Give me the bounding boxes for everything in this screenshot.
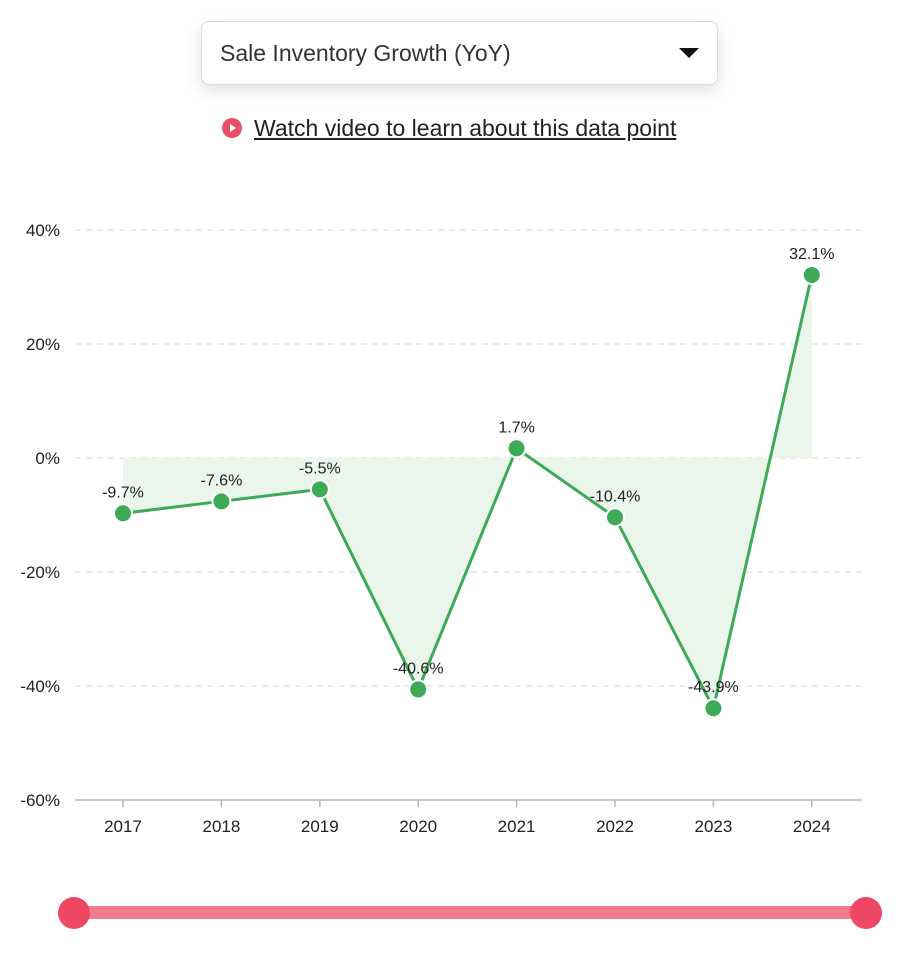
y-tick-label: -20% (20, 563, 60, 582)
x-tick-label: 2021 (498, 817, 536, 836)
data-label: -7.6% (201, 472, 243, 489)
x-tick-label: 2019 (301, 817, 339, 836)
slider-handle-end[interactable] (850, 897, 882, 929)
data-point[interactable] (309, 479, 330, 500)
data-point[interactable] (113, 503, 133, 524)
video-link-row[interactable]: Watch video to learn about this data poi… (222, 113, 676, 143)
x-tick-label: 2018 (202, 817, 240, 836)
y-tick-label: 0% (35, 449, 60, 468)
year-range-slider[interactable] (58, 895, 882, 931)
x-tick-label: 2024 (793, 817, 831, 836)
series-line (122, 274, 814, 710)
y-tick-label: -60% (20, 791, 60, 810)
data-label: -10.4% (590, 488, 641, 505)
x-tick-label: 2023 (694, 817, 732, 836)
data-point[interactable] (703, 698, 724, 719)
x-tick-label: 2022 (596, 817, 634, 836)
growth-chart: 40% 20% 0% -20% -40% -60% 2017 2018 2019 2020 2021… (20, 221, 862, 836)
data-label: -9.7% (102, 484, 144, 501)
data-label: 32.1% (789, 246, 834, 263)
data-point[interactable] (211, 491, 232, 512)
data-point[interactable] (506, 438, 527, 459)
data-point[interactable] (801, 265, 822, 286)
x-tick-label: 2020 (399, 817, 437, 836)
watch-video-link[interactable]: Watch video to learn about this data poi… (254, 114, 677, 141)
data-point[interactable] (605, 507, 625, 528)
y-tick-label: -40% (20, 677, 60, 696)
x-tick-label: 2017 (104, 817, 142, 836)
slider-handle-start[interactable] (58, 897, 90, 929)
data-label: -5.5% (299, 460, 341, 477)
y-tick-label: 40% (26, 221, 60, 240)
data-label: 1.7% (498, 419, 534, 436)
caret-down-icon[interactable] (679, 48, 699, 58)
slider-track[interactable] (74, 906, 866, 919)
area-fill (123, 275, 812, 709)
y-tick-label: 20% (26, 335, 60, 354)
data-label: -43.9% (688, 679, 739, 696)
data-label: -40.6% (393, 660, 444, 677)
data-point[interactable] (408, 679, 429, 700)
play-circle-icon[interactable] (222, 118, 242, 138)
metric-dropdown-label: Sale Inventory Growth (YoY) (220, 39, 511, 66)
metric-dropdown[interactable]: Sale Inventory Growth (YoY) (201, 21, 718, 85)
